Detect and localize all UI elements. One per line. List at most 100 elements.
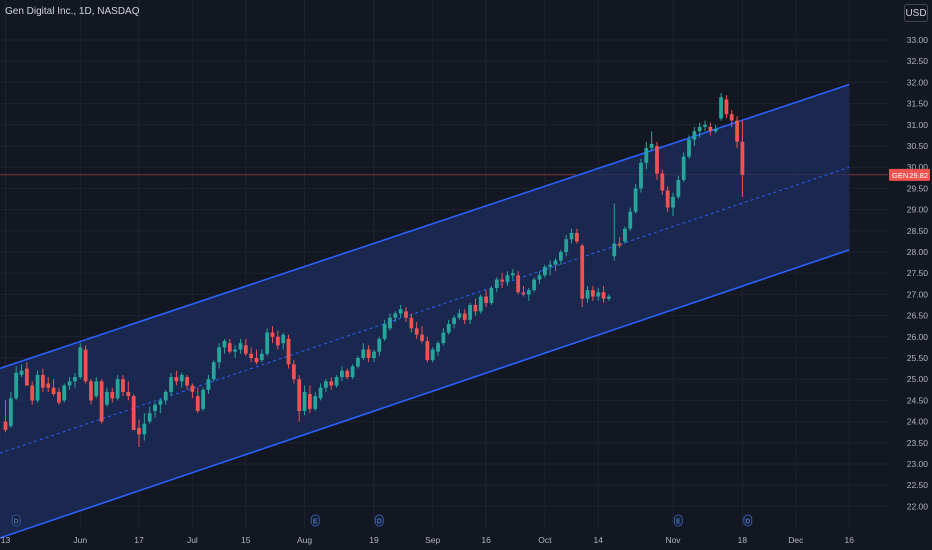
candle [185,374,189,390]
channel-upper-line [0,83,850,370]
candle [324,379,328,392]
event-label: D [377,519,382,526]
candle-body [569,232,574,240]
candle-body [382,324,387,339]
candle-body [334,377,339,386]
candle-body [697,126,702,132]
event-badge [11,514,21,527]
candle-body [729,114,734,121]
candle-body [67,381,72,386]
candle [425,336,430,363]
candle-body [372,351,376,358]
price-tag-bg [889,168,930,181]
candle-body [313,396,318,409]
candle-body [361,349,366,358]
candle [254,349,259,365]
candle-body [174,377,179,382]
candle-body [404,311,408,318]
candle-body [115,379,120,399]
candle-body [516,275,521,293]
candle [644,141,649,170]
candle-body [639,162,643,189]
time-axis[interactable]: 13 Jun 17 Jul 15 Aug 19 Sep 16 Oct 14 Nov 18 Dec 16 [1,535,854,545]
candle [83,345,88,384]
candle-body [713,129,718,132]
candle [446,319,451,335]
candle-body [676,179,681,197]
candle-body [318,387,323,399]
candle [195,387,200,414]
candle-body [703,124,707,127]
candle-body [121,379,125,392]
candle-body [414,328,419,335]
candle-body [687,139,691,157]
candle-body [452,317,456,325]
candle-body [46,383,51,388]
candle-body [617,243,622,246]
candle [473,298,478,316]
y-tick-label: 26.50 [907,311,929,321]
candle-body [366,349,371,358]
candle [259,349,264,363]
candle-body [393,313,398,318]
x-tick-label: Aug [297,535,312,545]
candle [313,391,318,411]
candle [297,374,302,422]
x-tick-label: 14 [594,535,604,545]
candle-body [468,305,472,320]
candle-body [158,400,163,405]
candle [40,368,45,392]
candle [510,268,515,280]
candle-body [740,141,745,175]
candle [137,419,141,448]
y-tick-label: 31.50 [907,99,929,109]
y-tick-label: 33.00 [907,35,929,45]
candle-body [163,391,168,401]
candle-body [532,279,537,291]
candle [607,294,611,301]
y-tick-label: 25.00 [907,374,929,384]
candle-body [388,317,392,329]
candle [623,226,627,244]
candle-body [425,341,430,361]
symbol-title[interactable]: Gen Digital Inc., 1D, NASDAQ [5,6,140,17]
x-tick-label: 16 [481,535,491,545]
candle [222,338,227,354]
candle [409,313,414,333]
candle [99,379,104,424]
x-tick-label: 16 [844,535,854,545]
regression-channel[interactable] [0,83,850,539]
candle [671,192,675,216]
candle-body [201,389,205,409]
candle [655,141,659,180]
candle-body [222,341,227,348]
candle [51,379,56,397]
currency-button[interactable]: USD [904,4,928,22]
candle-body [89,381,93,401]
candle [580,243,585,308]
candle-body [633,188,638,212]
candle [729,109,734,127]
x-tick-label: Jun [73,535,87,545]
candle-body [473,305,478,312]
candle [430,347,435,363]
candle-body [126,391,131,397]
y-tick-label: 23.50 [907,438,929,448]
candle [585,285,590,303]
candle [548,260,553,276]
candle [687,135,691,159]
price-axis[interactable]: 33.00 32.50 32.00 31.50 31.00 30.50 30.00 29.50… [907,35,929,511]
candle-body [612,243,617,257]
candle-body [420,334,424,342]
candle [62,383,67,403]
candle [489,285,494,305]
candle-body [307,394,312,409]
channel-middle-line [0,166,850,454]
candle-body [233,349,238,352]
y-tick-label: 27.50 [907,268,929,278]
candle [366,345,371,363]
candle-body [286,338,291,365]
y-tick-label: 22.00 [907,501,929,511]
candle-body [99,381,104,422]
